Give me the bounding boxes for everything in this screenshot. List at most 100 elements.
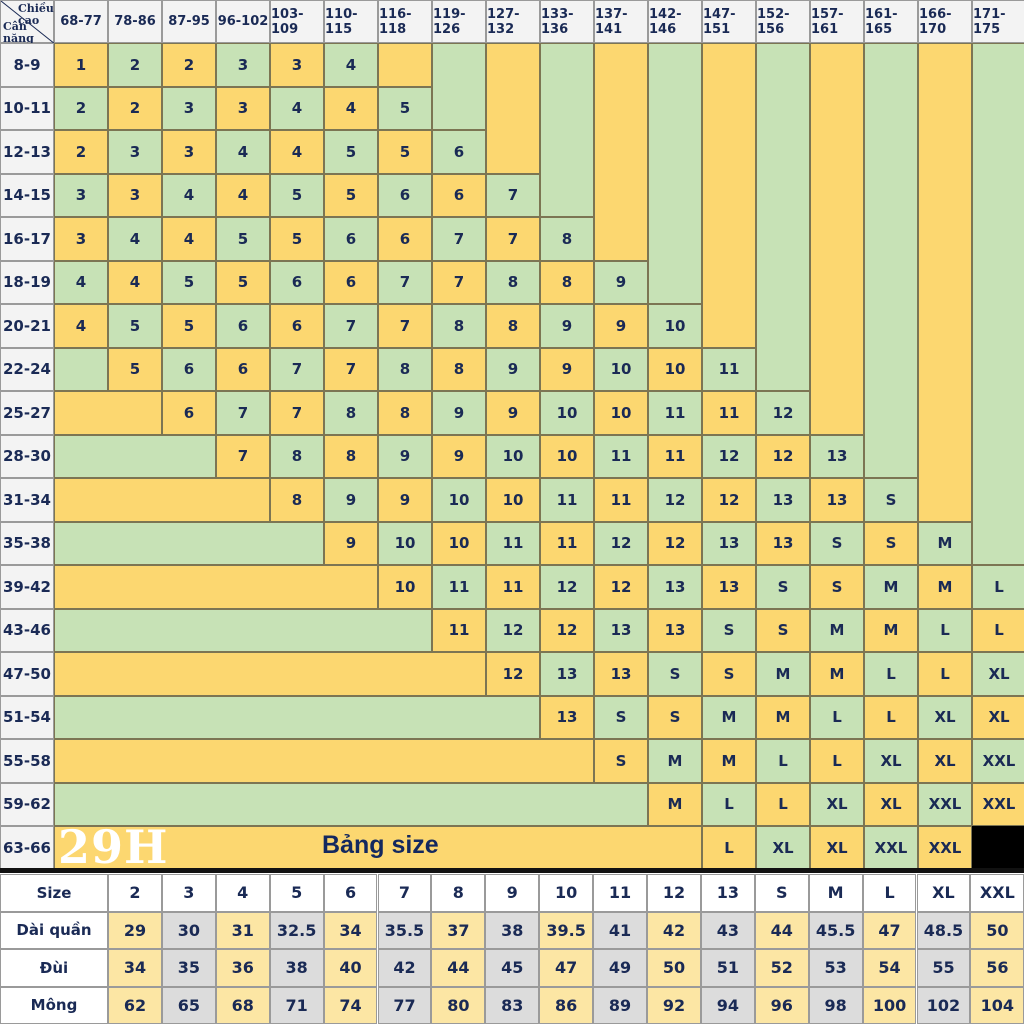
weight-header: 35-38 xyxy=(0,521,54,565)
size-cell: 10 xyxy=(378,521,432,565)
size-label-cell: 11 xyxy=(593,874,647,912)
size-cell: 7 xyxy=(486,173,540,217)
column-fill xyxy=(594,43,648,261)
size-cell: 12 xyxy=(756,391,810,435)
size-cell: 4 xyxy=(270,86,324,130)
row-fill xyxy=(54,391,162,435)
size-cell: 9 xyxy=(378,434,432,478)
brand-logo: 29H xyxy=(58,820,169,874)
size-cell: 10 xyxy=(648,304,702,348)
length-value-cell: 48.5 xyxy=(916,911,971,949)
size-cell: 8 xyxy=(486,304,540,348)
size-cell: 11 xyxy=(486,565,540,609)
thigh-value-cell: 44 xyxy=(431,949,486,987)
hip-value-cell: 98 xyxy=(808,986,863,1024)
weight-header: 31-34 xyxy=(0,478,54,522)
size-cell: 5 xyxy=(270,173,324,217)
size-cell: 3 xyxy=(54,173,108,217)
size-cell: XL xyxy=(918,695,972,739)
size-cell: 10 xyxy=(486,478,540,522)
size-cell: 13 xyxy=(594,608,648,652)
column-fill xyxy=(648,43,702,304)
weight-header: 12-13 xyxy=(0,130,54,174)
height-header: 133-136 xyxy=(540,0,594,43)
size-label-cell: 3 xyxy=(161,874,216,912)
column-fill xyxy=(378,43,432,87)
size-cell: 6 xyxy=(216,347,270,391)
size-label-cell: M xyxy=(808,874,863,912)
height-header: 119-126 xyxy=(432,0,486,43)
size-cell: 9 xyxy=(540,347,594,391)
size-cell: 6 xyxy=(378,217,432,261)
size-cell: 10 xyxy=(648,347,702,391)
column-fill xyxy=(486,43,540,174)
size-label-cell: XXL xyxy=(970,874,1024,912)
size-cell: M xyxy=(918,565,972,609)
height-header: 161-165 xyxy=(864,0,918,43)
size-cell: 11 xyxy=(648,391,702,435)
size-cell: 12 xyxy=(756,434,810,478)
size-cell: 4 xyxy=(162,217,216,261)
height-header: 142-146 xyxy=(648,0,702,43)
thigh-value-cell: 36 xyxy=(215,949,270,987)
size-cell: 5 xyxy=(270,217,324,261)
size-cell: 10 xyxy=(432,521,486,565)
size-cell: 13 xyxy=(648,608,702,652)
size-label-cell: 13 xyxy=(700,874,755,912)
weight-header: 47-50 xyxy=(0,652,54,696)
size-cell: 10 xyxy=(540,434,594,478)
size-cell: L xyxy=(756,739,810,783)
size-cell: S xyxy=(702,652,756,696)
height-header: 78-86 xyxy=(108,0,162,43)
size-cell: S xyxy=(594,739,648,783)
hip-value-cell: 104 xyxy=(970,986,1024,1024)
size-cell: M xyxy=(702,739,756,783)
size-cell: 7 xyxy=(432,217,486,261)
size-cell: M xyxy=(810,652,864,696)
size-cell: S xyxy=(648,695,702,739)
size-cell: 2 xyxy=(54,130,108,174)
size-cell: 6 xyxy=(162,391,216,435)
hip-value-cell: 94 xyxy=(700,986,755,1024)
size-cell: L xyxy=(810,739,864,783)
size-cell: 12 xyxy=(648,521,702,565)
size-cell: 8 xyxy=(324,391,378,435)
height-header: 171-175 xyxy=(972,0,1024,43)
thigh-value-cell: 50 xyxy=(647,949,701,987)
size-cell: 9 xyxy=(378,478,432,522)
row-fill xyxy=(54,608,432,652)
size-cell: S xyxy=(756,608,810,652)
weight-header: 22-24 xyxy=(0,347,54,391)
black-corner-block xyxy=(972,826,1024,870)
size-label-cell: 7 xyxy=(377,874,432,912)
size-cell: 7 xyxy=(432,260,486,304)
size-cell: S xyxy=(594,695,648,739)
size-cell: 11 xyxy=(702,347,756,391)
size-cell: XL xyxy=(972,652,1024,696)
size-cell: S xyxy=(864,521,918,565)
size-cell: 8 xyxy=(540,260,594,304)
size-cell: 11 xyxy=(432,608,486,652)
size-cell: 5 xyxy=(162,260,216,304)
hip-value-cell: 100 xyxy=(862,986,917,1024)
size-cell: 12 xyxy=(594,521,648,565)
size-cell: 7 xyxy=(324,347,378,391)
length-value-cell: 42 xyxy=(647,911,701,949)
weight-header: 39-42 xyxy=(0,565,54,609)
height-header: 110-115 xyxy=(324,0,378,43)
weight-header: 25-27 xyxy=(0,391,54,435)
size-cell: 3 xyxy=(162,130,216,174)
size-cell: L xyxy=(756,782,810,826)
size-cell: 4 xyxy=(108,260,162,304)
thigh-value-cell: 47 xyxy=(539,949,594,987)
size-cell: 12 xyxy=(702,434,756,478)
weight-header: 18-19 xyxy=(0,260,54,304)
size-cell: 4 xyxy=(54,304,108,348)
length-value-cell: 47 xyxy=(862,911,917,949)
weight-header: 55-58 xyxy=(0,739,54,783)
length-value-cell: 38 xyxy=(485,911,540,949)
size-cell: M xyxy=(918,521,972,565)
column-fill xyxy=(756,43,810,391)
size-cell: XXL xyxy=(972,782,1024,826)
size-cell: S xyxy=(810,521,864,565)
